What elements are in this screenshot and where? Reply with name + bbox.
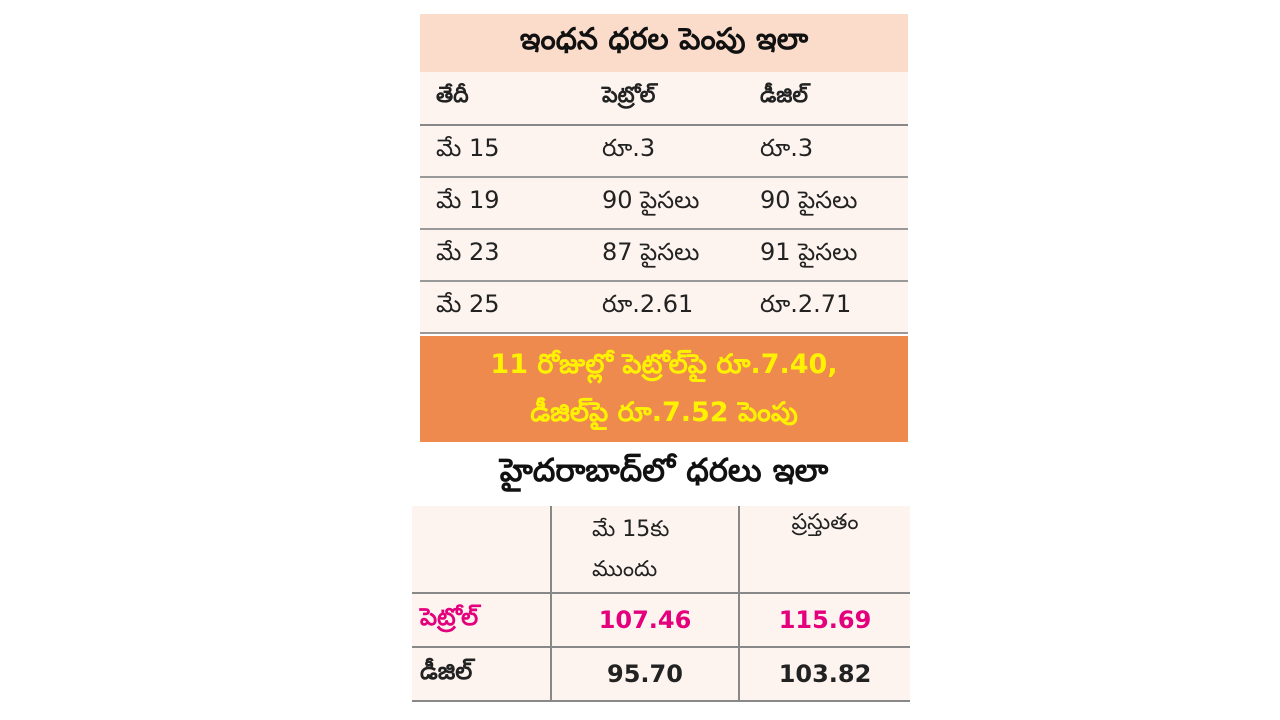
column-header: పెట్రోల్: [602, 83, 656, 108]
section-title: హైదరాబాద్‌లో ధరలు ఇలా: [499, 451, 829, 489]
cell: రూ.2.71: [760, 290, 852, 318]
table-header: తేదీ పెట్రోల్ డీజిల్: [420, 72, 908, 126]
column-header: తేదీ: [436, 83, 469, 108]
infographic: ఇంధన ధరల పెంపు ఇలా తేదీ పెట్రోల్ డీజిల్ …: [412, 14, 910, 702]
table-row: మే 25 రూ.2.61 రూ.2.71: [420, 282, 908, 334]
table-row: మే 23 87 పైసలు 91 పైసలు: [420, 230, 908, 282]
cell: 90 పైసలు: [602, 186, 700, 214]
cell: రూ.2.61: [602, 290, 694, 318]
hyderabad-table: మే 15కు ముందు ప్రస్తుతం పెట్రోల్ 107.46 11…: [412, 506, 910, 702]
cell: 87 పైసలు: [602, 238, 700, 266]
empty-cell: [412, 506, 550, 592]
column-header: ప్రస్తుతం: [738, 506, 910, 592]
cell: రూ.3: [760, 134, 814, 162]
table-header: మే 15కు ముందు ప్రస్తుతం: [412, 506, 910, 594]
note-line: డీజిల్‌పై రూ.7.52 పెంపు: [530, 397, 798, 428]
cell: 90 పైసలు: [760, 186, 858, 214]
summary-note: 11 రోజుల్లో పెట్రోల్‌పై రూ.7.40, డీజిల్‌…: [420, 336, 908, 442]
table-row: పెట్రోల్ 107.46 115.69: [412, 594, 910, 648]
price-hike-table: తేదీ పెట్రోల్ డీజిల్ మే 15 రూ.3 రూ.3 మే 19 9…: [420, 72, 908, 334]
table-row: డీజిల్ 95.70 103.82: [412, 648, 910, 702]
cell: మే 25: [436, 290, 500, 318]
cell: 95.70: [550, 648, 738, 700]
cell: 91 పైసలు: [760, 238, 858, 266]
table-row: మే 15 రూ.3 రూ.3: [420, 126, 908, 178]
cell: పెట్రోల్: [420, 603, 479, 631]
cell: మే 15: [436, 134, 500, 162]
cell: రూ.3: [602, 134, 656, 162]
cell: డీజిల్: [420, 657, 473, 685]
note-line: 11 రోజుల్లో పెట్రోల్‌పై రూ.7.40,: [490, 349, 838, 380]
cell: 103.82: [738, 648, 910, 700]
cell: మే 19: [436, 186, 500, 214]
column-header: మే 15కు ముందు: [550, 506, 738, 592]
table-row: మే 19 90 పైసలు 90 పైసలు: [420, 178, 908, 230]
column-header: డీజిల్: [760, 83, 808, 108]
title: ఇంధన ధరల పెంపు ఇలా: [420, 14, 908, 72]
cell: మే 23: [436, 238, 500, 266]
cell: 115.69: [738, 594, 910, 646]
cell: 107.46: [550, 594, 738, 646]
